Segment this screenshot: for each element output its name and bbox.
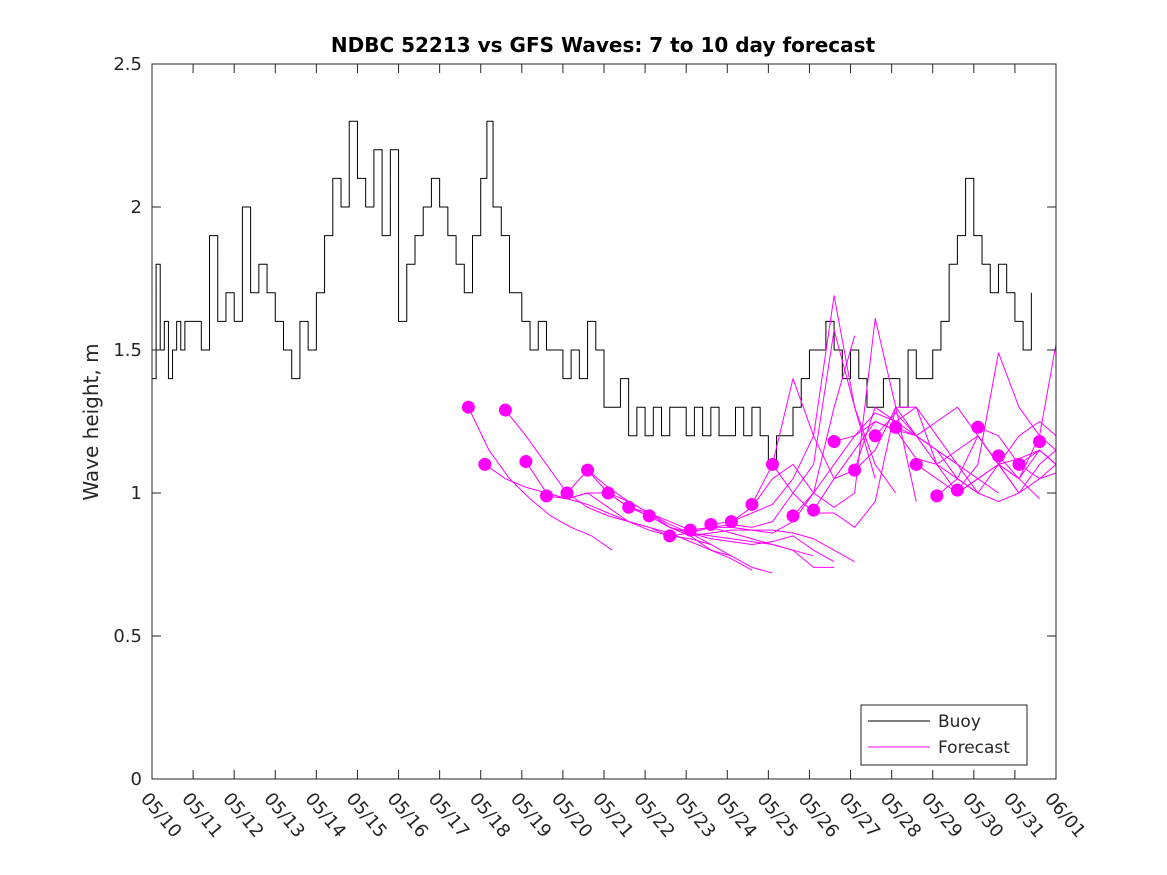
x-tick-label: 05/19 xyxy=(506,789,555,842)
forecast-marker xyxy=(971,420,985,434)
forecast-marker xyxy=(807,503,821,517)
forecast-series-line xyxy=(772,406,979,528)
forecast-series-line xyxy=(525,461,732,557)
x-tick-label: 05/28 xyxy=(876,789,925,842)
x-tick-label: 05/25 xyxy=(753,789,802,842)
x-tick-label: 05/31 xyxy=(999,789,1048,842)
forecast-series-line xyxy=(690,329,876,531)
plot-area xyxy=(151,63,1057,780)
x-tick-label: 05/18 xyxy=(465,789,514,842)
legend: Buoy Forecast xyxy=(860,704,1028,766)
forecast-series-line xyxy=(566,469,773,574)
forecast-series-line xyxy=(854,406,1057,503)
chart-title: NDBC 52213 vs GFS Waves: 7 to 10 day for… xyxy=(331,33,876,57)
forecast-marker xyxy=(663,529,677,543)
y-tick-label: 2.5 xyxy=(113,54,142,75)
x-tick-label: 05/16 xyxy=(383,789,432,842)
x-tick-label: 05/22 xyxy=(629,789,678,842)
forecast-marker xyxy=(868,429,882,443)
forecast-marker xyxy=(765,457,779,471)
x-tick-label: 05/24 xyxy=(711,789,760,842)
forecast-series-line xyxy=(504,409,711,545)
forecast-marker xyxy=(478,457,492,471)
x-tick-label: 05/21 xyxy=(588,789,637,842)
y-tick-label: 0 xyxy=(131,769,142,790)
forecast-marker xyxy=(461,400,475,414)
forecast-marker xyxy=(724,515,738,529)
forecast-marker xyxy=(1012,457,1026,471)
forecast-marker xyxy=(498,403,512,417)
forecast-marker xyxy=(539,489,553,503)
x-tick-label: 05/27 xyxy=(835,789,884,842)
forecast-marker xyxy=(786,509,800,523)
plot-background xyxy=(152,64,1056,779)
forecast-marker xyxy=(622,500,636,514)
legend-box xyxy=(860,704,1028,766)
y-tick-label: 1.5 xyxy=(113,340,142,361)
x-tick-label: 05/23 xyxy=(670,789,719,842)
forecast-series-line xyxy=(467,406,613,551)
forecast-marker xyxy=(581,463,595,477)
forecast-marker xyxy=(827,435,841,449)
forecast-marker xyxy=(930,489,944,503)
buoy-series-line xyxy=(152,120,1032,465)
forecast-series-line xyxy=(669,335,856,537)
forecast-marker xyxy=(683,523,697,537)
forecast-marker xyxy=(642,509,656,523)
y-axis-label: Wave height, m xyxy=(79,343,103,500)
forecast-marker xyxy=(1033,435,1047,449)
x-tick-label: 06/01 xyxy=(1040,789,1089,842)
legend-label-forecast: Forecast xyxy=(938,738,1010,758)
forecast-marker xyxy=(848,463,862,477)
forecast-marker xyxy=(991,449,1005,463)
legend-label-buoy: Buoy xyxy=(938,712,981,732)
forecast-marker xyxy=(560,486,574,500)
x-tick-label: 05/11 xyxy=(177,789,226,842)
forecast-marker xyxy=(950,483,964,497)
y-tick-label: 1 xyxy=(131,483,142,504)
forecast-marker xyxy=(889,420,903,434)
forecast-series-line xyxy=(916,449,1057,494)
y-axis: 0 0.5 1 1.5 2 2.5 xyxy=(113,54,1056,790)
forecast-marker xyxy=(745,497,759,511)
forecast-series-line xyxy=(1018,449,1057,465)
forecast-series-line xyxy=(628,506,835,563)
x-tick-label: 05/26 xyxy=(794,789,843,842)
marker-layer xyxy=(461,400,1047,543)
x-tick-label: 05/12 xyxy=(218,789,267,842)
x-tick-label: 05/13 xyxy=(259,789,308,842)
x-tick-label: 05/14 xyxy=(301,789,350,842)
x-tick-label: 05/15 xyxy=(342,789,391,842)
y-tick-label: 2 xyxy=(131,197,142,218)
x-tick-label: 05/10 xyxy=(136,789,185,842)
x-tick-label: 05/17 xyxy=(424,789,473,842)
forecast-marker xyxy=(909,457,923,471)
x-tick-label: 05/29 xyxy=(917,789,966,842)
forecast-marker xyxy=(519,455,533,469)
x-tick-label: 05/20 xyxy=(547,789,596,842)
forecast-marker xyxy=(704,517,718,531)
forecast-marker xyxy=(601,486,615,500)
x-tick-label: 05/30 xyxy=(958,789,1007,842)
y-tick-label: 0.5 xyxy=(113,626,142,647)
forecast-series-line xyxy=(731,318,917,523)
